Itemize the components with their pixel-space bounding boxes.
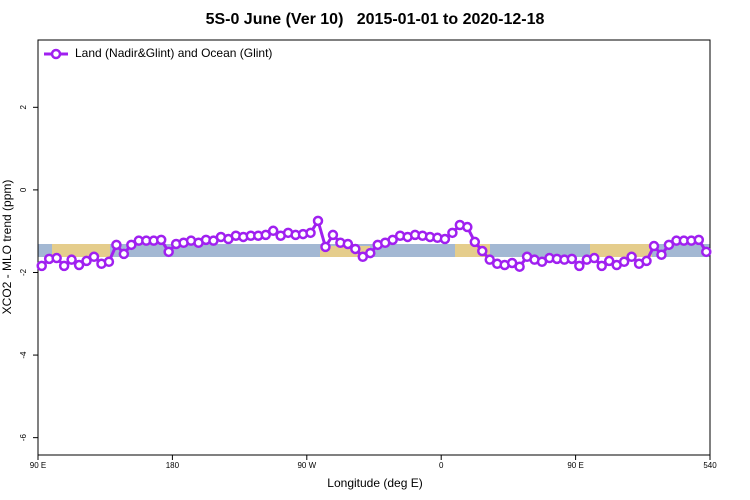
- data-point: [618, 256, 630, 267]
- data-point: [36, 260, 47, 272]
- data-point: [81, 255, 92, 267]
- data-point: [387, 234, 398, 246]
- data-point: [305, 227, 316, 239]
- data-point: [656, 249, 667, 260]
- data-point: [260, 229, 271, 241]
- data-point: [320, 241, 331, 253]
- y-tick-label: -6: [19, 434, 28, 442]
- x-tick-label: 90 E: [30, 461, 46, 470]
- x-axis-label: Longitude (deg E): [327, 476, 422, 490]
- data-point: [648, 240, 660, 252]
- data-point: [477, 245, 488, 257]
- data-point: [312, 215, 324, 227]
- data-point: [111, 239, 122, 251]
- x-tick-label: 180: [166, 461, 180, 470]
- y-tick-label: -4: [19, 351, 28, 359]
- data-point: [693, 234, 705, 246]
- data-point: [58, 260, 70, 272]
- data-point: [66, 254, 77, 265]
- data-point: [574, 260, 585, 272]
- data-point: [603, 255, 615, 267]
- data-point: [103, 256, 115, 267]
- plot-frame: [37, 39, 711, 456]
- data-point: [469, 236, 481, 248]
- x-tick-label: 0: [439, 461, 444, 470]
- legend-label: Land (Nadir&Glint) and Ocean (Glint): [75, 46, 272, 60]
- data-point: [626, 251, 637, 263]
- data-point: [126, 239, 137, 251]
- data-point: [447, 227, 458, 239]
- data-point: [327, 229, 339, 241]
- y-axis-label: XCO2 - MLO trend (ppm): [0, 180, 14, 315]
- data-point: [566, 253, 578, 265]
- x-tick-label: 90 E: [567, 461, 583, 470]
- data-point: [663, 239, 675, 251]
- data-point: [88, 251, 100, 263]
- data-point: [641, 255, 652, 267]
- x-tick-label: 90 W: [297, 461, 316, 470]
- data-point: [155, 234, 167, 246]
- data-point: [701, 246, 712, 258]
- data-point: [365, 247, 376, 259]
- data-point: [118, 248, 130, 260]
- chart-title: 5S-0 June (Ver 10) 2015-01-01 to 2020-12…: [206, 11, 545, 28]
- data-point: [267, 225, 279, 237]
- data-point: [514, 261, 525, 272]
- data-point: [163, 246, 174, 258]
- data-point: [73, 259, 85, 271]
- data-point: [350, 243, 361, 255]
- data-point: [484, 254, 495, 265]
- data-point: [462, 221, 473, 233]
- data-point: [51, 252, 62, 264]
- legend-marker: [50, 48, 62, 60]
- data-point: [596, 260, 607, 272]
- data-point: [342, 238, 354, 250]
- x-tick-label: 540: [703, 461, 717, 470]
- data-point: [439, 233, 451, 245]
- data-point: [589, 252, 600, 264]
- y-tick-label: -2: [19, 268, 28, 276]
- y-tick-label: 0: [19, 187, 28, 192]
- y-tick-label: 2: [19, 105, 28, 110]
